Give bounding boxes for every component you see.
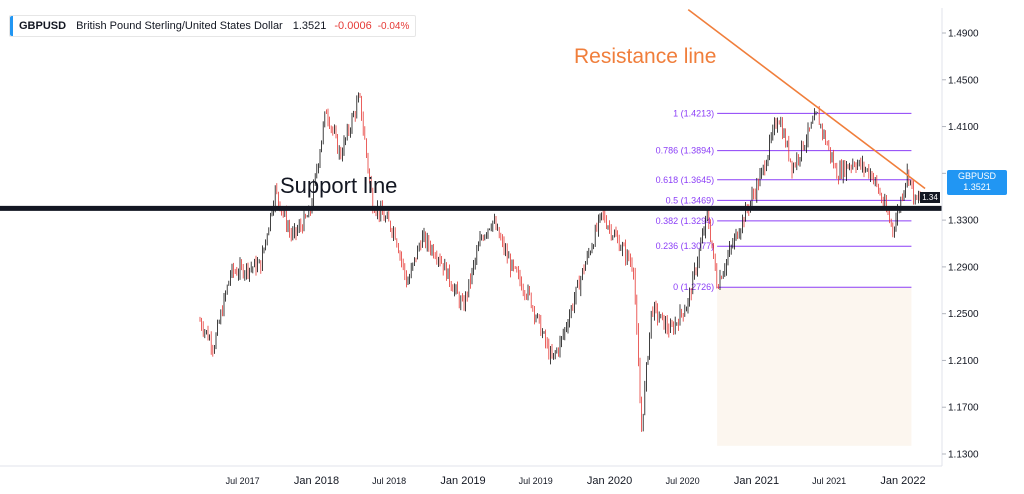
legend-last-price: 1.3521	[292, 20, 327, 32]
fib-levels: 1 (1.4213) 0.786 (1.3894) 0.618 (1.3645) 0.…	[656, 108, 912, 292]
x-tick-label: Jul 2020	[666, 476, 700, 486]
x-tick-label: Jan 2020	[587, 475, 632, 487]
candles	[199, 92, 922, 432]
y-tick-label: 1.1700	[948, 403, 979, 414]
y-tick-label: 1.1300	[948, 450, 979, 461]
price-badge-symbol: GBPUSD	[957, 171, 996, 181]
price-badge-value: 1.3521	[963, 182, 991, 192]
x-tick-label: Jan 2021	[734, 475, 779, 487]
support-line-label: Support line	[280, 173, 397, 198]
y-tick-label: 1.4100	[948, 122, 979, 133]
fib-level-label: 0.786 (1.3894)	[656, 146, 715, 156]
y-tick-label: 1.3300	[948, 216, 979, 227]
legend-accent-bar	[10, 16, 13, 36]
x-tick-label: Jul 2021	[812, 476, 846, 486]
fib-level-label: 0 (1.2726)	[673, 282, 714, 292]
y-tick-label: 1.4900	[948, 29, 979, 40]
y-tick-label: 1.2100	[948, 356, 979, 367]
time-axis[interactable]: Jul 2017 Jan 2018 Jul 2018 Jan 2019 Jul 2019…	[226, 475, 926, 487]
fib-retracement-zone	[717, 287, 912, 446]
price-axis[interactable]: 1.49001.45001.41001.37001.33001.29001.25…	[942, 29, 979, 461]
legend-description: British Pound Sterling/United States Dol…	[76, 20, 283, 32]
resistance-line	[687, 8, 926, 190]
current-price-badge: GBPUSD 1.3521	[947, 170, 1007, 195]
y-tick-label: 1.2900	[948, 262, 979, 273]
fib-level-label: 1 (1.4213)	[673, 108, 714, 118]
support-level-badge: 1.34	[920, 192, 940, 203]
resistance-line-label: Resistance line	[574, 45, 716, 68]
symbol-legend[interactable]: GBPUSD British Pound Sterling/United Sta…	[9, 15, 417, 37]
x-tick-label: Jul 2018	[372, 476, 406, 486]
y-tick-label: 1.2500	[948, 309, 979, 320]
legend-change: -0.0006	[334, 20, 372, 32]
fib-level-label: 0.5 (1.3469)	[666, 195, 715, 205]
x-tick-label: Jan 2018	[294, 475, 339, 487]
x-tick-label: Jan 2022	[880, 475, 925, 487]
fib-level-label: 0.236 (1.3077)	[656, 241, 715, 251]
x-tick-label: Jul 2017	[226, 476, 260, 486]
fib-level-label: 0.618 (1.3645)	[656, 175, 715, 185]
y-tick-label: 1.4500	[948, 75, 979, 86]
x-tick-label: Jul 2019	[519, 476, 553, 486]
fib-level-label: 0.382 (1.3294)	[656, 216, 715, 226]
x-tick-label: Jan 2019	[440, 475, 485, 487]
legend-symbol: GBPUSD	[19, 20, 67, 32]
legend-change-percent: -0.04%	[377, 20, 410, 32]
